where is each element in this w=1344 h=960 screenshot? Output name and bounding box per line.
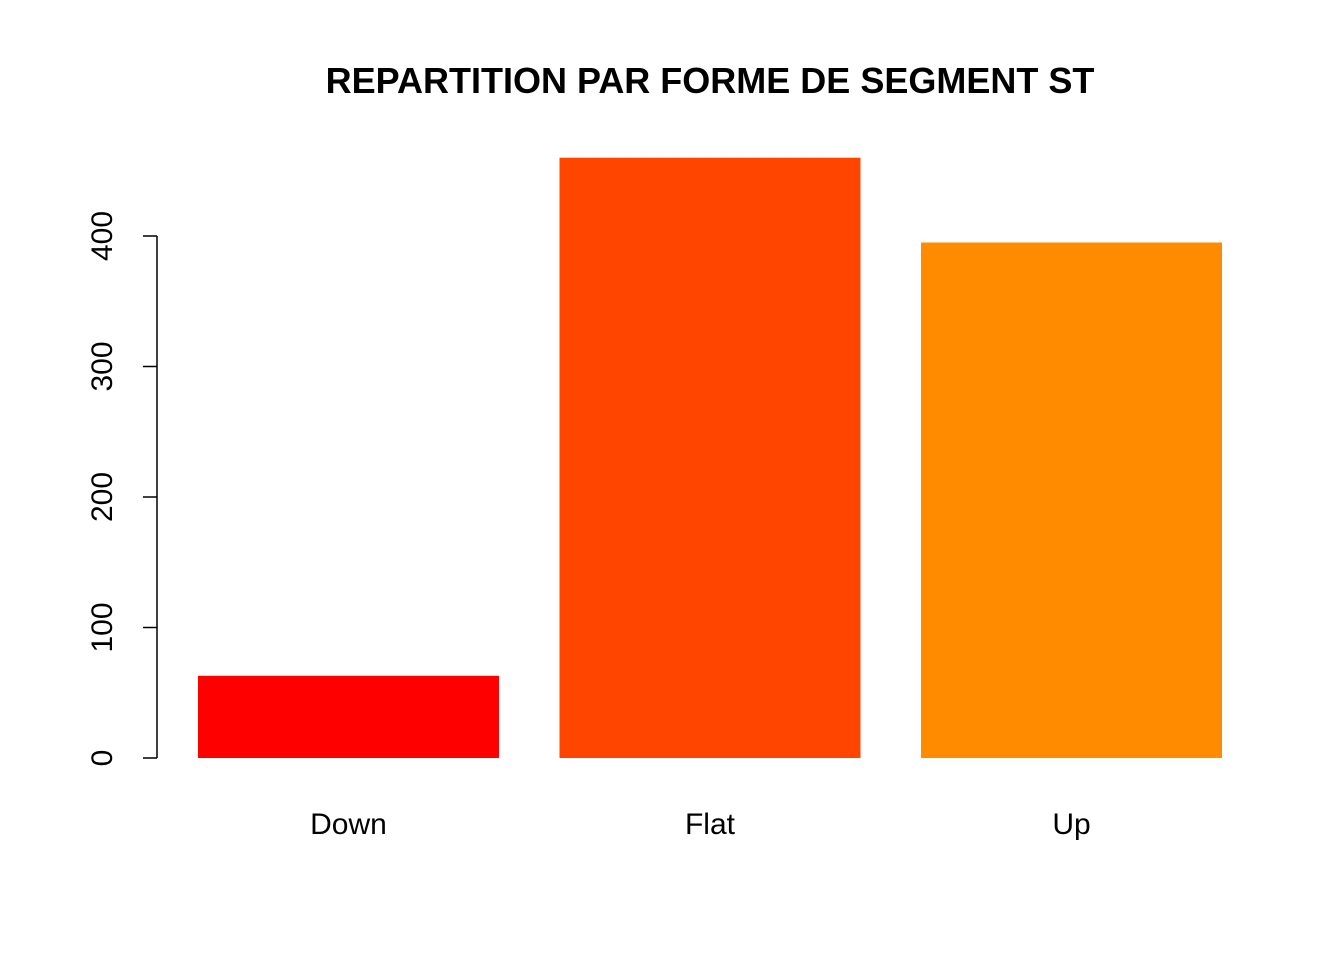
y-tick-label-300: 300 <box>86 341 119 391</box>
chart-title: REPARTITION PAR FORME DE SEGMENT ST <box>326 60 1095 101</box>
bars-group <box>198 157 1222 758</box>
y-axis: 0 100 200 300 400 <box>86 211 158 767</box>
bar-down <box>198 675 499 758</box>
x-category-label-flat: Flat <box>685 808 736 841</box>
y-tick-label-200: 200 <box>86 472 119 522</box>
x-category-label-down: Down <box>310 808 387 841</box>
y-tick-label-100: 100 <box>86 602 119 652</box>
y-tick-label-0: 0 <box>86 750 119 767</box>
bar-up <box>921 242 1222 758</box>
y-tick-label-400: 400 <box>86 211 119 261</box>
x-axis-labels: Down Flat Up <box>310 808 1091 841</box>
bar-flat <box>559 157 861 758</box>
x-category-label-up: Up <box>1052 808 1090 841</box>
